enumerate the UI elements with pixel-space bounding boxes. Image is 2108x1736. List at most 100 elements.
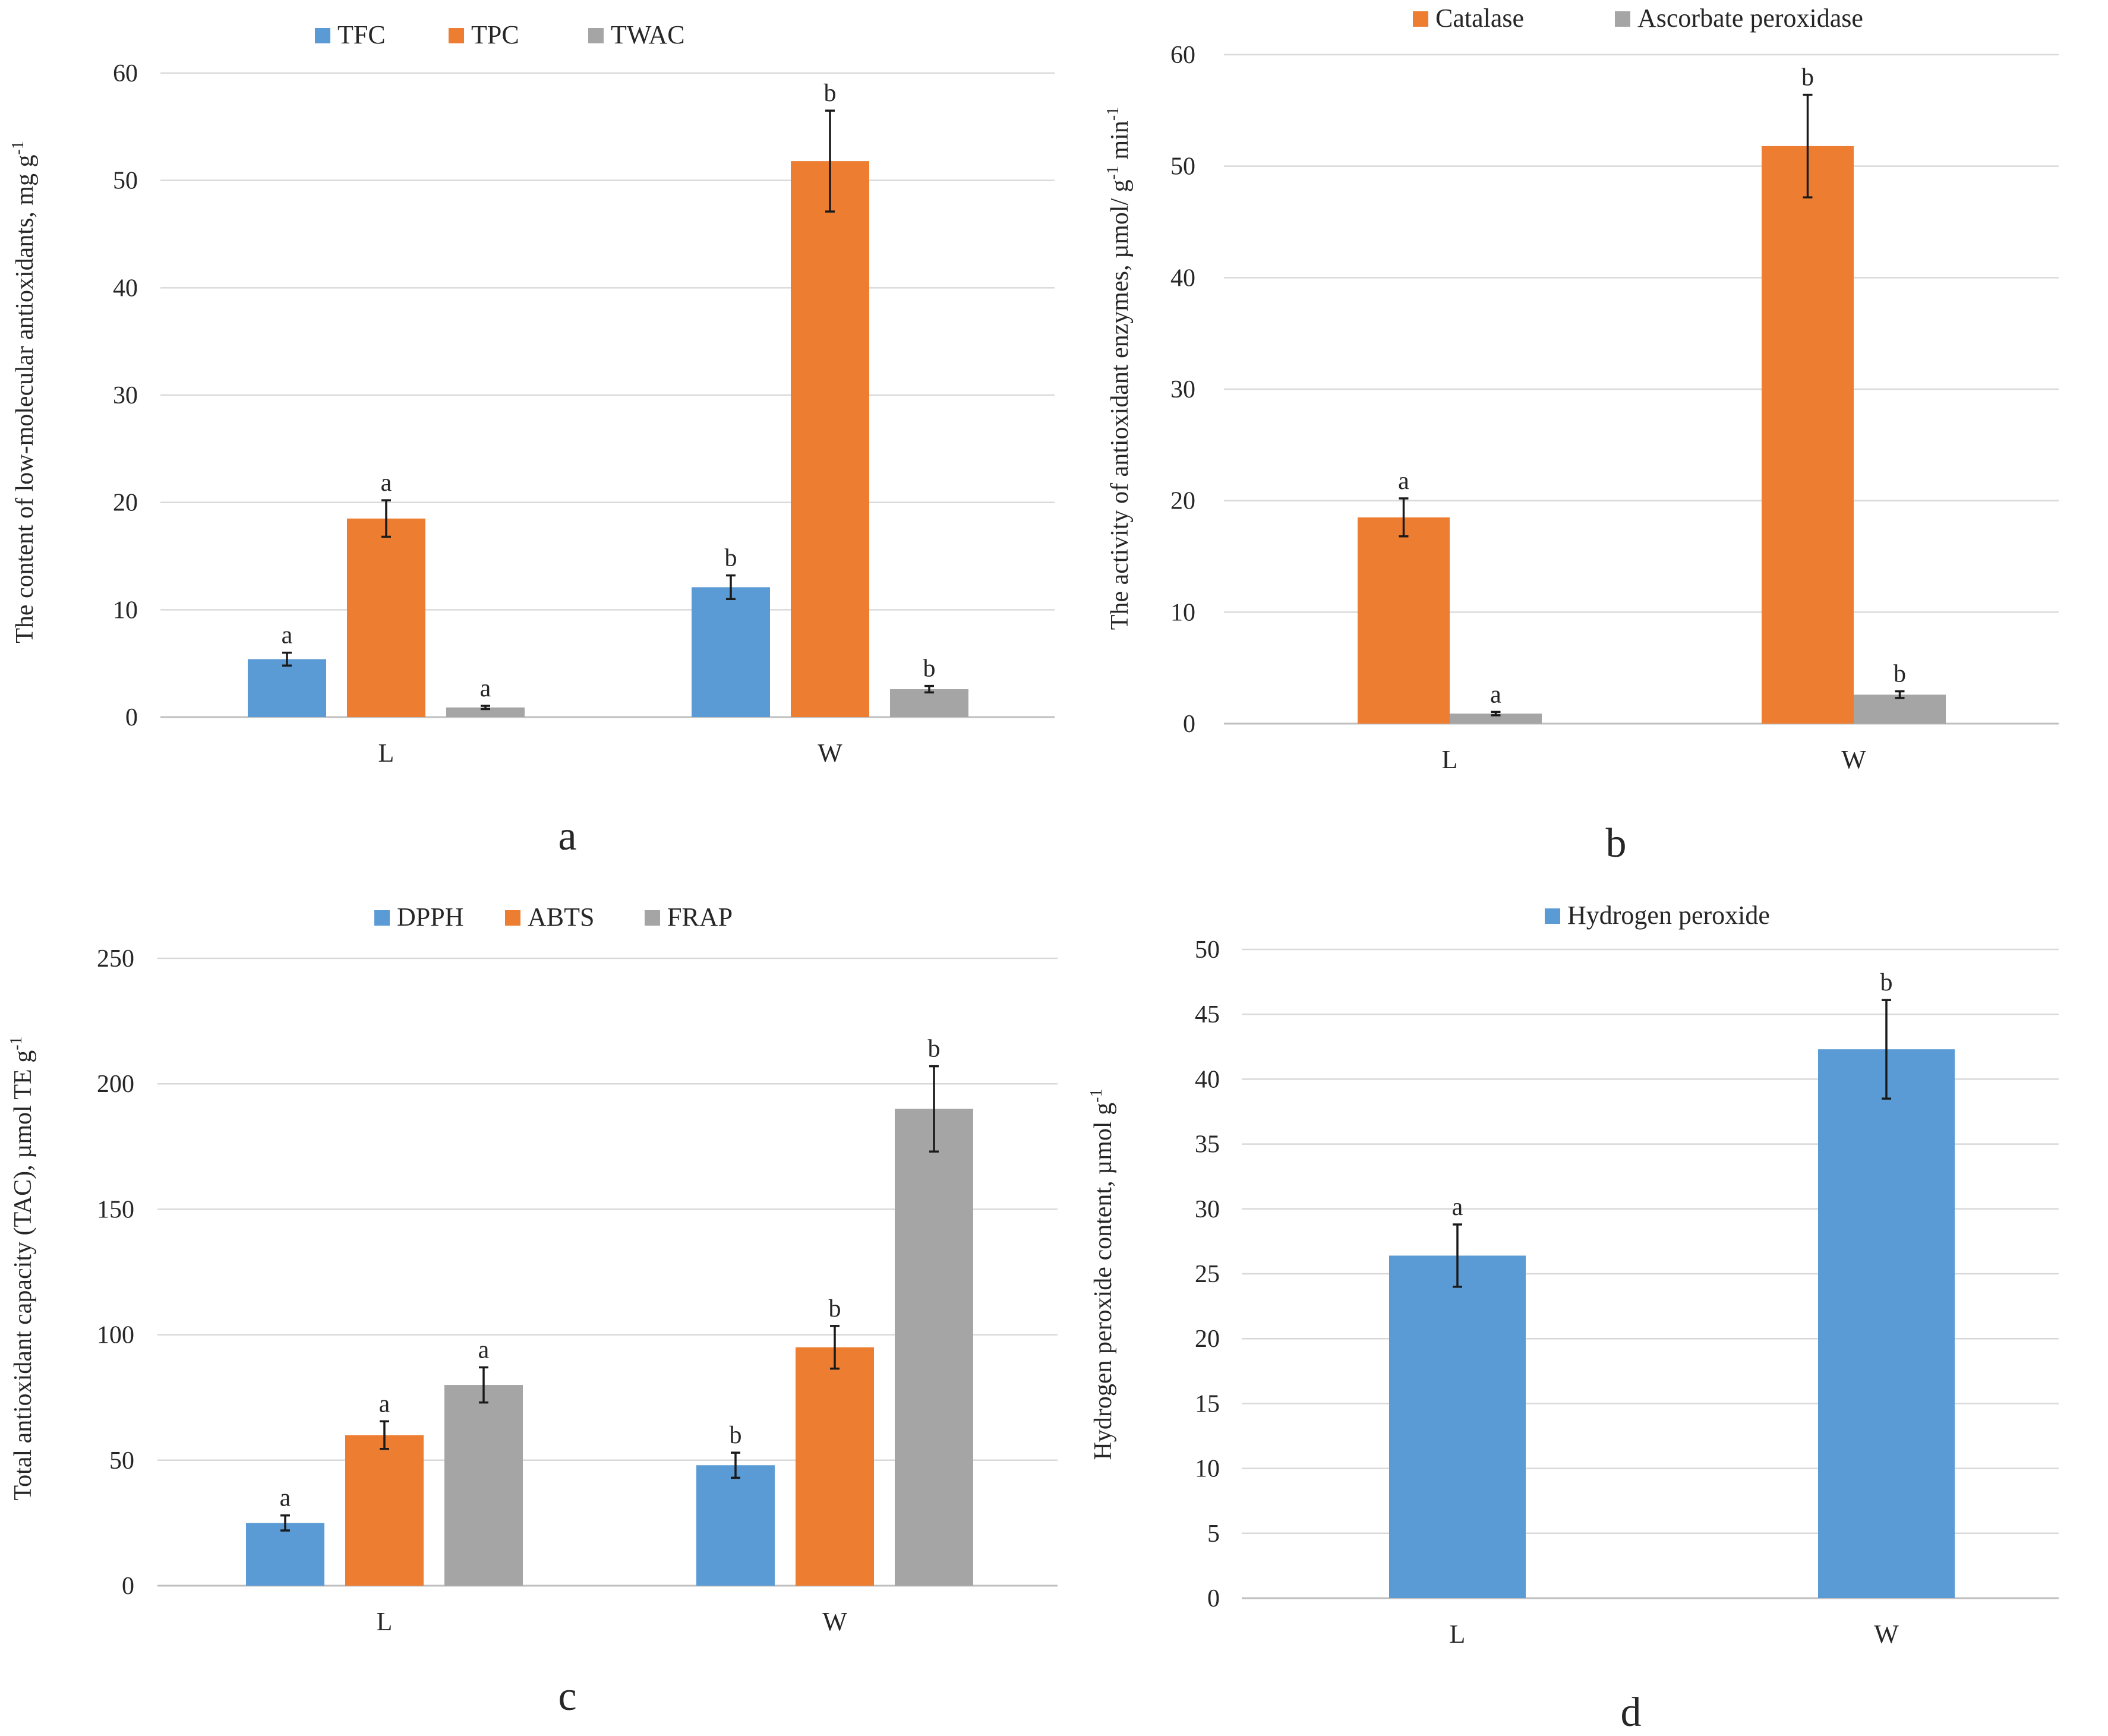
y-tick-label: 10 (1170, 599, 1195, 626)
significance-letter: b (1880, 969, 1893, 996)
significance-letter: b (928, 1036, 941, 1063)
y-tick-label: 0 (1207, 1585, 1220, 1612)
chart-panel-b: 0 10 20 30 40 50 60 a a Lb b W Catalase Ascorbate per… (1104, 4, 2059, 866)
x-category-label: L (378, 738, 395, 768)
legend-swatch (315, 28, 330, 43)
x-category-label: L (377, 1607, 393, 1636)
y-tick-label: 200 (97, 1071, 134, 1098)
bar-tfc-L (248, 659, 326, 717)
y-tick-label: 30 (113, 382, 138, 409)
legend-swatch (1413, 11, 1428, 27)
y-tick-label: 20 (113, 490, 138, 517)
y-tick-label: 60 (1170, 42, 1195, 69)
y-tick-label: 10 (1195, 1456, 1220, 1483)
bar-tpc-L (347, 518, 425, 717)
legend-label: TPC (471, 20, 519, 49)
bar-abts-W (796, 1347, 874, 1586)
legend-label: TFC (337, 20, 386, 49)
y-tick-label: 10 (113, 596, 138, 624)
y-axis-title: Hydrogen peroxide content, µmol g-1 (1087, 1089, 1117, 1460)
y-tick-label: 30 (1170, 376, 1195, 403)
bar-ascorbate-peroxidase-W (1854, 695, 1946, 724)
error-bar (282, 651, 292, 667)
y-tick-label: 30 (1195, 1196, 1220, 1223)
y-tick-label: 50 (1170, 153, 1195, 181)
error-bar (1399, 497, 1409, 538)
legend-swatch (645, 910, 660, 926)
error-bar (929, 1065, 939, 1153)
y-axis-title: Total antioxidant capacity (TAC), µmol T… (7, 1036, 37, 1500)
error-bar (726, 574, 736, 601)
significance-letter: b (1894, 661, 1906, 688)
y-tick-label: 15 (1195, 1390, 1220, 1418)
legend-item: ABTS (505, 902, 594, 932)
significance-letter: b (829, 1295, 841, 1322)
x-category-label: W (1874, 1620, 1899, 1649)
chart-panel-d: 0 5 10 15 20 25 30 35 40 45 50 a Lb W Hydrogen peroxid… (1087, 901, 2059, 1735)
legend-label: Catalase (1435, 4, 1524, 33)
legend-item: TPC (449, 20, 519, 49)
legend-swatch (1615, 11, 1630, 27)
error-bar (1453, 1223, 1462, 1288)
bar-hydrogen-peroxide-W (1818, 1049, 1955, 1598)
legend-item: Hydrogen peroxide (1545, 901, 1770, 930)
y-tick-label: 20 (1170, 488, 1195, 515)
y-tick-label: 25 (1195, 1261, 1220, 1288)
y-tick-label: 35 (1195, 1131, 1220, 1159)
y-tick-label: 60 (113, 60, 138, 87)
significance-letter: b (730, 1422, 742, 1449)
y-tick-label: 45 (1195, 1001, 1220, 1028)
bar-catalase-W (1762, 146, 1854, 724)
y-tick-label: 100 (97, 1322, 134, 1349)
legend-swatch (1545, 908, 1560, 924)
y-tick-label: 0 (1183, 711, 1195, 738)
significance-letter: b (1801, 64, 1814, 91)
significance-letter: a (478, 1337, 490, 1364)
y-tick-label: 40 (1195, 1066, 1220, 1093)
y-tick-label: 150 (97, 1196, 134, 1223)
y-axis-title: The activity of antioxidant enzymes, µmo… (1104, 107, 1134, 630)
bar-dpph-W (696, 1465, 775, 1586)
legend-swatch (374, 910, 390, 926)
legend-label: TWAC (611, 20, 685, 49)
legend-item: Catalase (1413, 4, 1524, 33)
error-bar (924, 684, 934, 694)
x-category-label: W (818, 738, 842, 768)
legend-label: FRAP (667, 902, 733, 932)
bar-ascorbate-peroxidase-L (1450, 714, 1542, 724)
x-category-label: L (1450, 1620, 1466, 1649)
bar-abts-L (345, 1435, 424, 1586)
chart-panel-a: 0 10 20 30 40 50 60 a a a Lb b b W TFC TPC TWAC The conte… (9, 20, 1055, 859)
legend-swatch (505, 910, 520, 926)
legend-item: TWAC (588, 20, 685, 49)
chart-panel-c: 0 50 100 150 200 250 a a a Lb b b W DPPH ABTS FRAP Total… (7, 902, 1058, 1719)
legend-item: FRAP (645, 902, 733, 932)
error-bar (280, 1514, 290, 1532)
bar-twac-L (446, 707, 525, 717)
significance-letter: a (480, 675, 491, 702)
legend-swatch (588, 28, 604, 43)
panel-label: d (1621, 1690, 1642, 1735)
bar-catalase-L (1358, 517, 1450, 724)
error-bar (381, 499, 391, 538)
error-bar (479, 1366, 488, 1404)
panel-label: b (1606, 820, 1627, 866)
y-tick-label: 50 (113, 168, 138, 195)
significance-letter: b (824, 80, 837, 107)
x-category-label: W (1841, 745, 1866, 774)
legend-label: Ascorbate peroxidase (1637, 4, 1863, 33)
y-tick-label: 40 (1170, 264, 1195, 292)
legend-label: ABTS (528, 902, 594, 932)
bar-hydrogen-peroxide-L (1389, 1255, 1526, 1598)
error-bar (825, 109, 835, 213)
error-bar (830, 1325, 840, 1370)
error-bar (481, 705, 490, 711)
y-tick-label: 50 (109, 1447, 134, 1475)
significance-letter: a (282, 622, 293, 649)
significance-letter: b (923, 655, 936, 683)
significance-letter: a (1452, 1194, 1463, 1221)
legend-swatch (449, 28, 464, 43)
bar-tpc-W (791, 161, 869, 717)
significance-letter: b (725, 545, 737, 572)
